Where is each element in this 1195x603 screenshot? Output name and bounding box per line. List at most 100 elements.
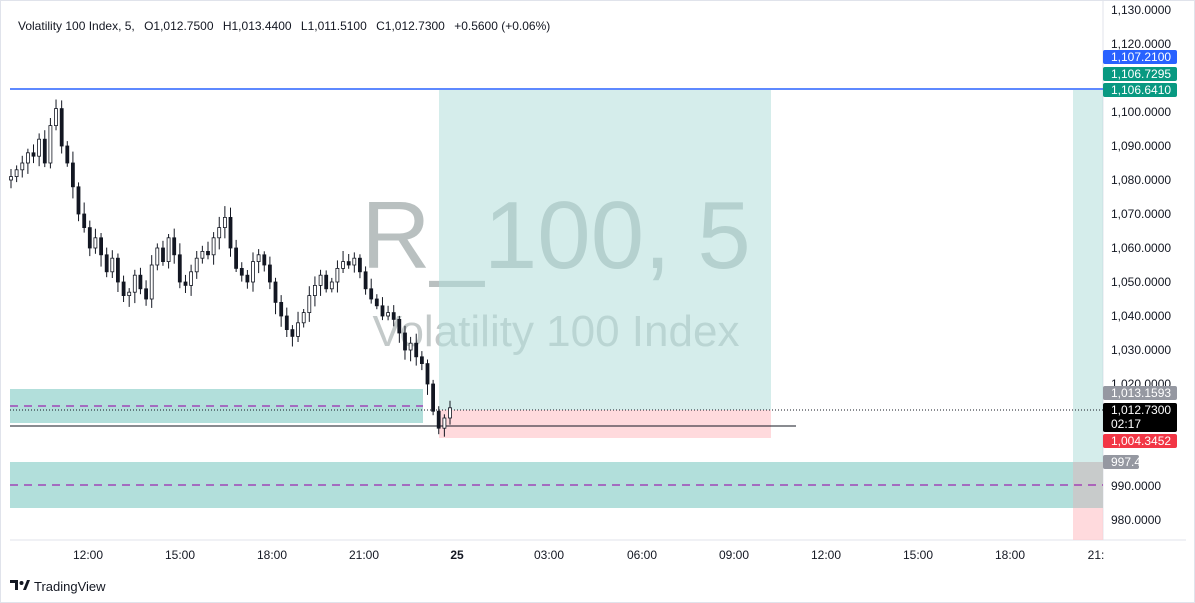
price-label: 997.4123 bbox=[1111, 455, 1161, 469]
price-label-box bbox=[1103, 434, 1177, 448]
candle-body bbox=[25, 152, 30, 164]
candle-body bbox=[352, 257, 357, 266]
tradingview-logo-icon bbox=[10, 580, 18, 590]
candle-body bbox=[329, 281, 334, 290]
candle-body bbox=[397, 318, 402, 334]
time-tick: 12:00 bbox=[811, 548, 841, 562]
time-tick: 25 bbox=[450, 548, 464, 562]
close-value: C1,012.7300 bbox=[376, 19, 445, 33]
candle-body bbox=[312, 284, 317, 296]
price-labels: 1,107.2100 1,106.7295 1,106.6410 1,013.1593… bbox=[1103, 50, 1177, 469]
time-axis[interactable]: 12:00 15:00 18:00 21:00 25 03:00 06:00 09:00 12:… bbox=[73, 548, 1104, 562]
candle-body bbox=[374, 298, 379, 307]
price-label-box bbox=[1103, 83, 1177, 97]
symbol-title: Volatility 100 Index, 5, bbox=[18, 19, 135, 33]
candle-body bbox=[9, 176, 13, 181]
candle-body bbox=[386, 312, 391, 317]
time-tick: 18:00 bbox=[995, 548, 1025, 562]
candle-body bbox=[116, 257, 120, 283]
candle-body bbox=[380, 305, 385, 317]
candle-body bbox=[307, 295, 312, 314]
long-position-loss-zone[interactable] bbox=[439, 410, 771, 438]
time-tick: 12:00 bbox=[73, 548, 103, 562]
candle-body bbox=[20, 162, 25, 171]
candle-body bbox=[357, 257, 362, 273]
candle-body bbox=[369, 288, 374, 300]
candle-body bbox=[189, 271, 194, 286]
candle-body bbox=[14, 169, 19, 178]
price-label: 1,106.6410 bbox=[1111, 83, 1171, 97]
candle-body bbox=[110, 257, 115, 273]
price-label: 1,013.1593 bbox=[1111, 386, 1171, 400]
bar-countdown: 02:17 bbox=[1111, 417, 1141, 431]
candle-body bbox=[132, 274, 137, 293]
time-tick: 06:00 bbox=[627, 548, 657, 562]
candle-body bbox=[71, 162, 75, 188]
candle-body bbox=[194, 257, 199, 273]
candle-body bbox=[262, 254, 267, 266]
candle-body bbox=[239, 267, 244, 276]
time-tick: 21: bbox=[1088, 548, 1105, 562]
candle-body bbox=[448, 407, 452, 419]
time-tick: 21:00 bbox=[349, 548, 379, 562]
time-tick: 15:00 bbox=[165, 548, 195, 562]
price-label: 1,004.3452 bbox=[1111, 434, 1171, 448]
long-position-profit-zone[interactable] bbox=[439, 90, 771, 410]
candle-body bbox=[104, 254, 109, 273]
candle-body bbox=[155, 247, 160, 266]
tradingview-logo[interactable]: TradingView bbox=[10, 579, 106, 594]
candle-body bbox=[149, 264, 154, 300]
time-tick: 15:00 bbox=[903, 548, 933, 562]
candle-body bbox=[99, 237, 103, 256]
candle-body bbox=[290, 329, 295, 337]
candle-body bbox=[245, 274, 250, 283]
candle-body bbox=[172, 237, 177, 256]
price-tick: 1,100.0000 bbox=[1111, 105, 1171, 119]
candle-body bbox=[341, 261, 346, 269]
candle-body bbox=[166, 237, 171, 263]
candle-body bbox=[161, 247, 165, 263]
price-tick: 1,090.0000 bbox=[1111, 139, 1171, 153]
price-label-box bbox=[1103, 403, 1177, 432]
ohlc-legend: Volatility 100 Index, 5, O1,012.7500 H1,… bbox=[18, 19, 550, 33]
candle-body bbox=[431, 383, 436, 412]
price-tick: 1,030.0000 bbox=[1111, 343, 1171, 357]
time-tick: 09:00 bbox=[719, 548, 749, 562]
candle-body bbox=[65, 145, 70, 164]
candles bbox=[9, 99, 452, 437]
candle-body bbox=[414, 342, 419, 358]
candle-body bbox=[31, 152, 36, 157]
right-profit-zone[interactable] bbox=[1073, 90, 1103, 462]
candle-body bbox=[301, 312, 306, 324]
candle-body bbox=[403, 332, 407, 351]
candle-body bbox=[284, 315, 289, 331]
candle-body bbox=[267, 264, 272, 283]
price-label: 1,107.2100 bbox=[1111, 50, 1171, 64]
tradingview-logo-slash bbox=[23, 580, 30, 590]
open-value: O1,012.7500 bbox=[144, 19, 214, 33]
candle-body bbox=[211, 237, 216, 256]
candle-body bbox=[206, 250, 210, 256]
price-label: 1,106.7295 bbox=[1111, 67, 1171, 81]
candle-body bbox=[442, 417, 447, 429]
price-tick: 980.0000 bbox=[1111, 513, 1161, 527]
candle-body bbox=[425, 363, 430, 385]
price-label-box bbox=[1103, 455, 1139, 469]
candle-body bbox=[346, 261, 351, 266]
candle-body bbox=[228, 216, 233, 249]
candle-body bbox=[324, 274, 329, 290]
candle-body bbox=[408, 342, 413, 351]
price-label-box bbox=[1103, 386, 1177, 400]
brand-name: TradingView bbox=[34, 579, 106, 594]
candle-body bbox=[42, 138, 47, 164]
candle-body bbox=[138, 274, 143, 290]
candle-body bbox=[436, 410, 441, 429]
demand-zone-upper[interactable] bbox=[10, 389, 423, 423]
candle-body bbox=[37, 138, 41, 157]
price-label-box bbox=[1103, 50, 1177, 64]
time-tick: 03:00 bbox=[534, 548, 564, 562]
candle-body bbox=[177, 254, 182, 283]
price-tick: 1,120.0000 bbox=[1111, 37, 1171, 51]
candle-body bbox=[391, 312, 396, 320]
